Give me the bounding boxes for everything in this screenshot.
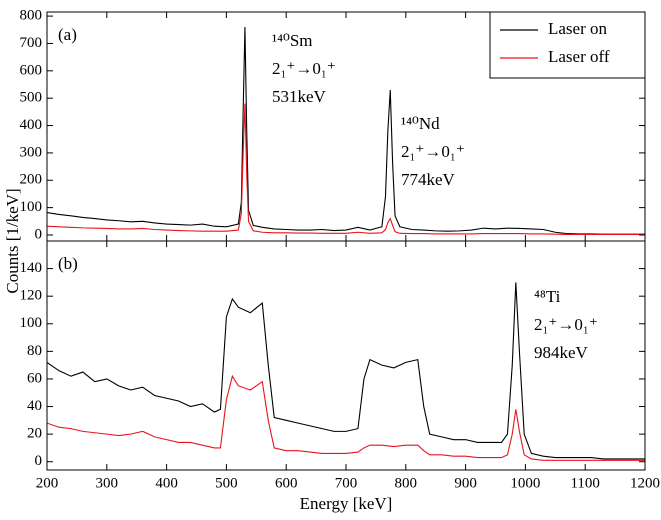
- y-tick-label: 0: [35, 226, 43, 242]
- spectrum-line: [47, 103, 645, 235]
- peak-annotation: 984keV: [534, 343, 589, 362]
- x-tick-label: 1000: [510, 475, 540, 491]
- y-tick-label: 400: [20, 117, 43, 133]
- x-tick-label: 500: [215, 475, 238, 491]
- x-tick-label: 200: [36, 475, 59, 491]
- peak-annotation: 531keV: [272, 87, 327, 106]
- y-tick-label: 40: [27, 398, 42, 414]
- legend-label: Laser off: [548, 47, 610, 66]
- panel-label: (b): [58, 254, 78, 273]
- y-tick-label: 200: [20, 172, 43, 188]
- peak-annotation: 2₁⁺→0₁⁺: [401, 142, 465, 161]
- y-tick-label: 20: [27, 426, 42, 442]
- x-tick-label: 900: [454, 475, 477, 491]
- x-tick-label: 300: [96, 475, 119, 491]
- peak-annotation: ⁴⁸Ti: [534, 287, 561, 306]
- y-axis-label: Counts [1/keV]: [3, 188, 22, 293]
- y-tick-label: 100: [20, 315, 43, 331]
- x-tick-label: 400: [155, 475, 178, 491]
- y-tick-label: 300: [20, 144, 43, 160]
- spectrum-line: [47, 27, 645, 235]
- y-tick-label: 140: [20, 260, 43, 276]
- y-tick-label: 100: [20, 199, 43, 215]
- y-tick-label: 600: [20, 62, 43, 78]
- peak-annotation: 774keV: [401, 170, 456, 189]
- y-tick-label: 700: [20, 35, 43, 51]
- spectrum-line: [47, 282, 645, 460]
- peak-annotation: 2₁⁺→0₁⁺: [272, 59, 336, 78]
- peak-annotation: ¹⁴⁰Nd: [401, 114, 440, 133]
- y-tick-label: 120: [20, 288, 43, 304]
- y-tick-label: 500: [20, 90, 43, 106]
- legend-box: [489, 11, 646, 79]
- legend-label: Laser on: [548, 19, 608, 38]
- y-tick-label: 800: [20, 8, 43, 24]
- x-tick-label: 600: [275, 475, 298, 491]
- spectrum-line: [47, 374, 645, 461]
- peak-annotation: ¹⁴⁰Sm: [272, 31, 313, 50]
- x-axis-label: Energy [keV]: [300, 494, 393, 513]
- x-tick-label: 800: [395, 475, 418, 491]
- plot-area: [47, 27, 645, 235]
- panel-label: (a): [58, 25, 77, 44]
- plot-area: [47, 282, 645, 461]
- x-tick-label: 700: [335, 475, 358, 491]
- x-tick-label: 1200: [630, 475, 660, 491]
- plot-frame: [46, 240, 646, 471]
- peak-annotation: 2₁⁺→0₁⁺: [534, 315, 598, 334]
- y-tick-label: 60: [27, 370, 42, 386]
- y-tick-label: 0: [35, 453, 43, 469]
- y-tick-label: 80: [27, 343, 42, 359]
- x-tick-label: 1100: [570, 475, 599, 491]
